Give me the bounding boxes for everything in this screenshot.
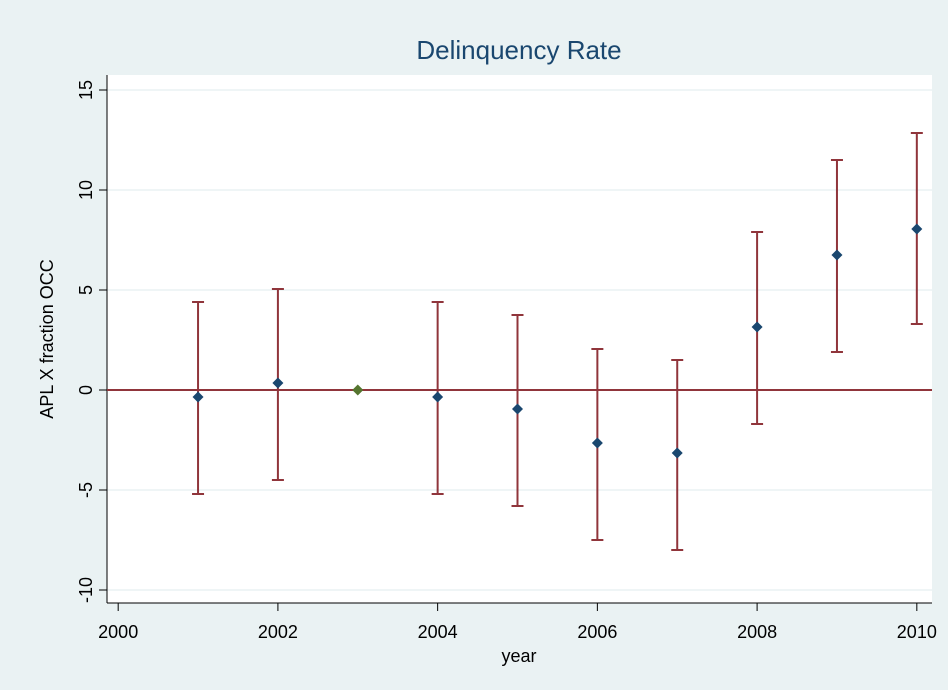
point (432, 391, 444, 403)
y-axis-label: APL X fraction OCC (37, 259, 57, 418)
x-tick-label: 2006 (577, 622, 617, 642)
chart-title: Delinquency Rate (416, 35, 621, 65)
y-tick-label: 0 (76, 385, 96, 395)
point (352, 384, 364, 396)
y-tick-label: -5 (76, 482, 96, 498)
y-tick-label: 10 (76, 180, 96, 200)
x-tick-label: 2004 (418, 622, 458, 642)
x-tick-label: 2002 (258, 622, 298, 642)
x-tick-label: 2008 (737, 622, 777, 642)
y-tick-label: -10 (76, 577, 96, 603)
x-tick-label: 2010 (897, 622, 937, 642)
y-tick-label: 5 (76, 285, 96, 295)
point (911, 223, 923, 235)
plot-area (107, 75, 932, 603)
y-tick-label: 15 (76, 80, 96, 100)
point (192, 391, 204, 403)
point (831, 249, 843, 261)
point (272, 377, 284, 389)
point (671, 447, 683, 459)
point (512, 403, 524, 415)
x-tick-label: 2000 (98, 622, 138, 642)
point (591, 437, 603, 449)
point (751, 321, 763, 333)
x-axis-label: year (501, 646, 536, 666)
